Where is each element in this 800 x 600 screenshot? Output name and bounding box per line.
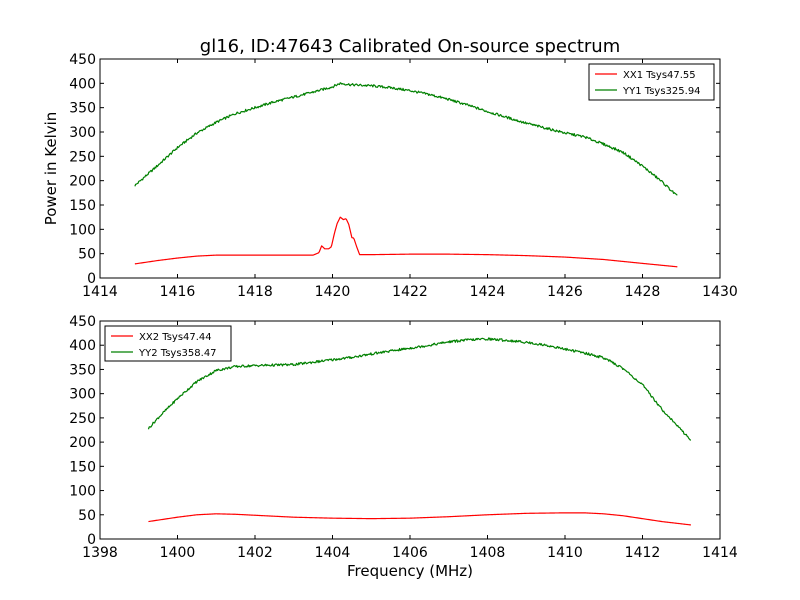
top-panel: 1414 1416 1418 1420 1422 1424 1426 1428 1430 0 50…	[42, 52, 738, 300]
y-tick-label: 300	[69, 125, 96, 141]
bottom-panel-x-ticks: 1398 1400 1402 1404 1406 1408 1410 1412 1414	[82, 321, 738, 561]
x-tick-label: 1428	[625, 284, 661, 300]
x-tick-label: 1398	[82, 545, 118, 561]
y-tick-label: 450	[69, 52, 96, 68]
y-tick-label: 200	[69, 174, 96, 190]
y-tick-label: 100	[69, 222, 96, 238]
y-tick-label: 450	[69, 314, 96, 330]
legend-box	[588, 63, 715, 101]
y-tick-label: 0	[87, 532, 96, 548]
bottom-panel-series	[147, 337, 692, 526]
legend-label: XX2 Tsys47.44	[139, 332, 212, 343]
y-tick-label: 350	[69, 101, 96, 117]
x-tick-label: 1424	[470, 284, 506, 300]
x-tick-label: 1430	[702, 284, 738, 300]
x-tick-label: 1426	[547, 284, 583, 300]
series-line-yy	[147, 337, 692, 441]
bottom-panel-legend: XX2 Tsys47.44 YY2 Tsys358.47	[104, 325, 232, 362]
top-panel-frame	[99, 58, 721, 279]
y-tick-label: 150	[69, 459, 96, 475]
x-tick-label: 1414	[702, 545, 738, 561]
y-tick-label: 150	[69, 198, 96, 214]
bottom-panel-frame	[99, 320, 721, 540]
bottom-panel: 1398 1400 1402 1404 1406 1408 1410 1412 1414 0 50…	[69, 314, 738, 580]
x-tick-label: 1412	[625, 545, 661, 561]
legend-box	[104, 325, 232, 362]
top-panel-legend: XX1 Tsys47.55 YY1 Tsys325.94	[588, 63, 715, 101]
top-panel-y-axis-label: Power in Kelvin	[42, 112, 60, 226]
x-tick-label: 1416	[160, 284, 196, 300]
x-tick-label: 1418	[237, 284, 273, 300]
y-tick-label: 400	[69, 338, 96, 354]
y-tick-label: 300	[69, 387, 96, 403]
x-tick-label: 1402	[237, 545, 273, 561]
x-tick-label: 1422	[392, 284, 428, 300]
series-line-xx	[148, 512, 692, 526]
x-tick-label: 1404	[315, 545, 351, 561]
y-tick-label: 0	[87, 271, 96, 287]
y-tick-label: 250	[69, 149, 96, 165]
x-tick-label: 1406	[392, 545, 428, 561]
y-tick-label: 200	[69, 435, 96, 451]
legend-label: XX1 Tsys47.55	[623, 70, 696, 81]
x-tick-label: 1408	[470, 545, 506, 561]
chart-title: gl16, ID:47643 Calibrated On-source spec…	[200, 36, 620, 57]
top-panel-y-ticks: 0 50 100 150 200 250 300 350 400 450	[69, 52, 720, 287]
y-tick-label: 350	[69, 362, 96, 378]
y-tick-label: 250	[69, 411, 96, 427]
legend-label: YY1 Tsys325.94	[622, 86, 701, 97]
y-tick-label: 100	[69, 484, 96, 500]
bottom-panel-x-axis-label: Frequency (MHz)	[347, 562, 473, 580]
x-tick-label: 1410	[547, 545, 583, 561]
x-tick-label: 1400	[160, 545, 196, 561]
legend-label: YY2 Tsys358.47	[138, 348, 217, 359]
top-panel-x-ticks: 1414 1416 1418 1420 1422 1424 1426 1428 1430	[82, 59, 738, 300]
series-line-xx	[134, 216, 678, 268]
bottom-panel-y-ticks: 0 50 100 150 200 250 300 350 400 450	[69, 314, 720, 548]
series-line-yy	[134, 82, 678, 196]
y-tick-label: 50	[78, 247, 96, 263]
top-panel-series	[134, 82, 678, 268]
y-tick-label: 50	[78, 508, 96, 524]
y-tick-label: 400	[69, 76, 96, 92]
x-tick-label: 1414	[82, 284, 118, 300]
x-tick-label: 1420	[315, 284, 351, 300]
